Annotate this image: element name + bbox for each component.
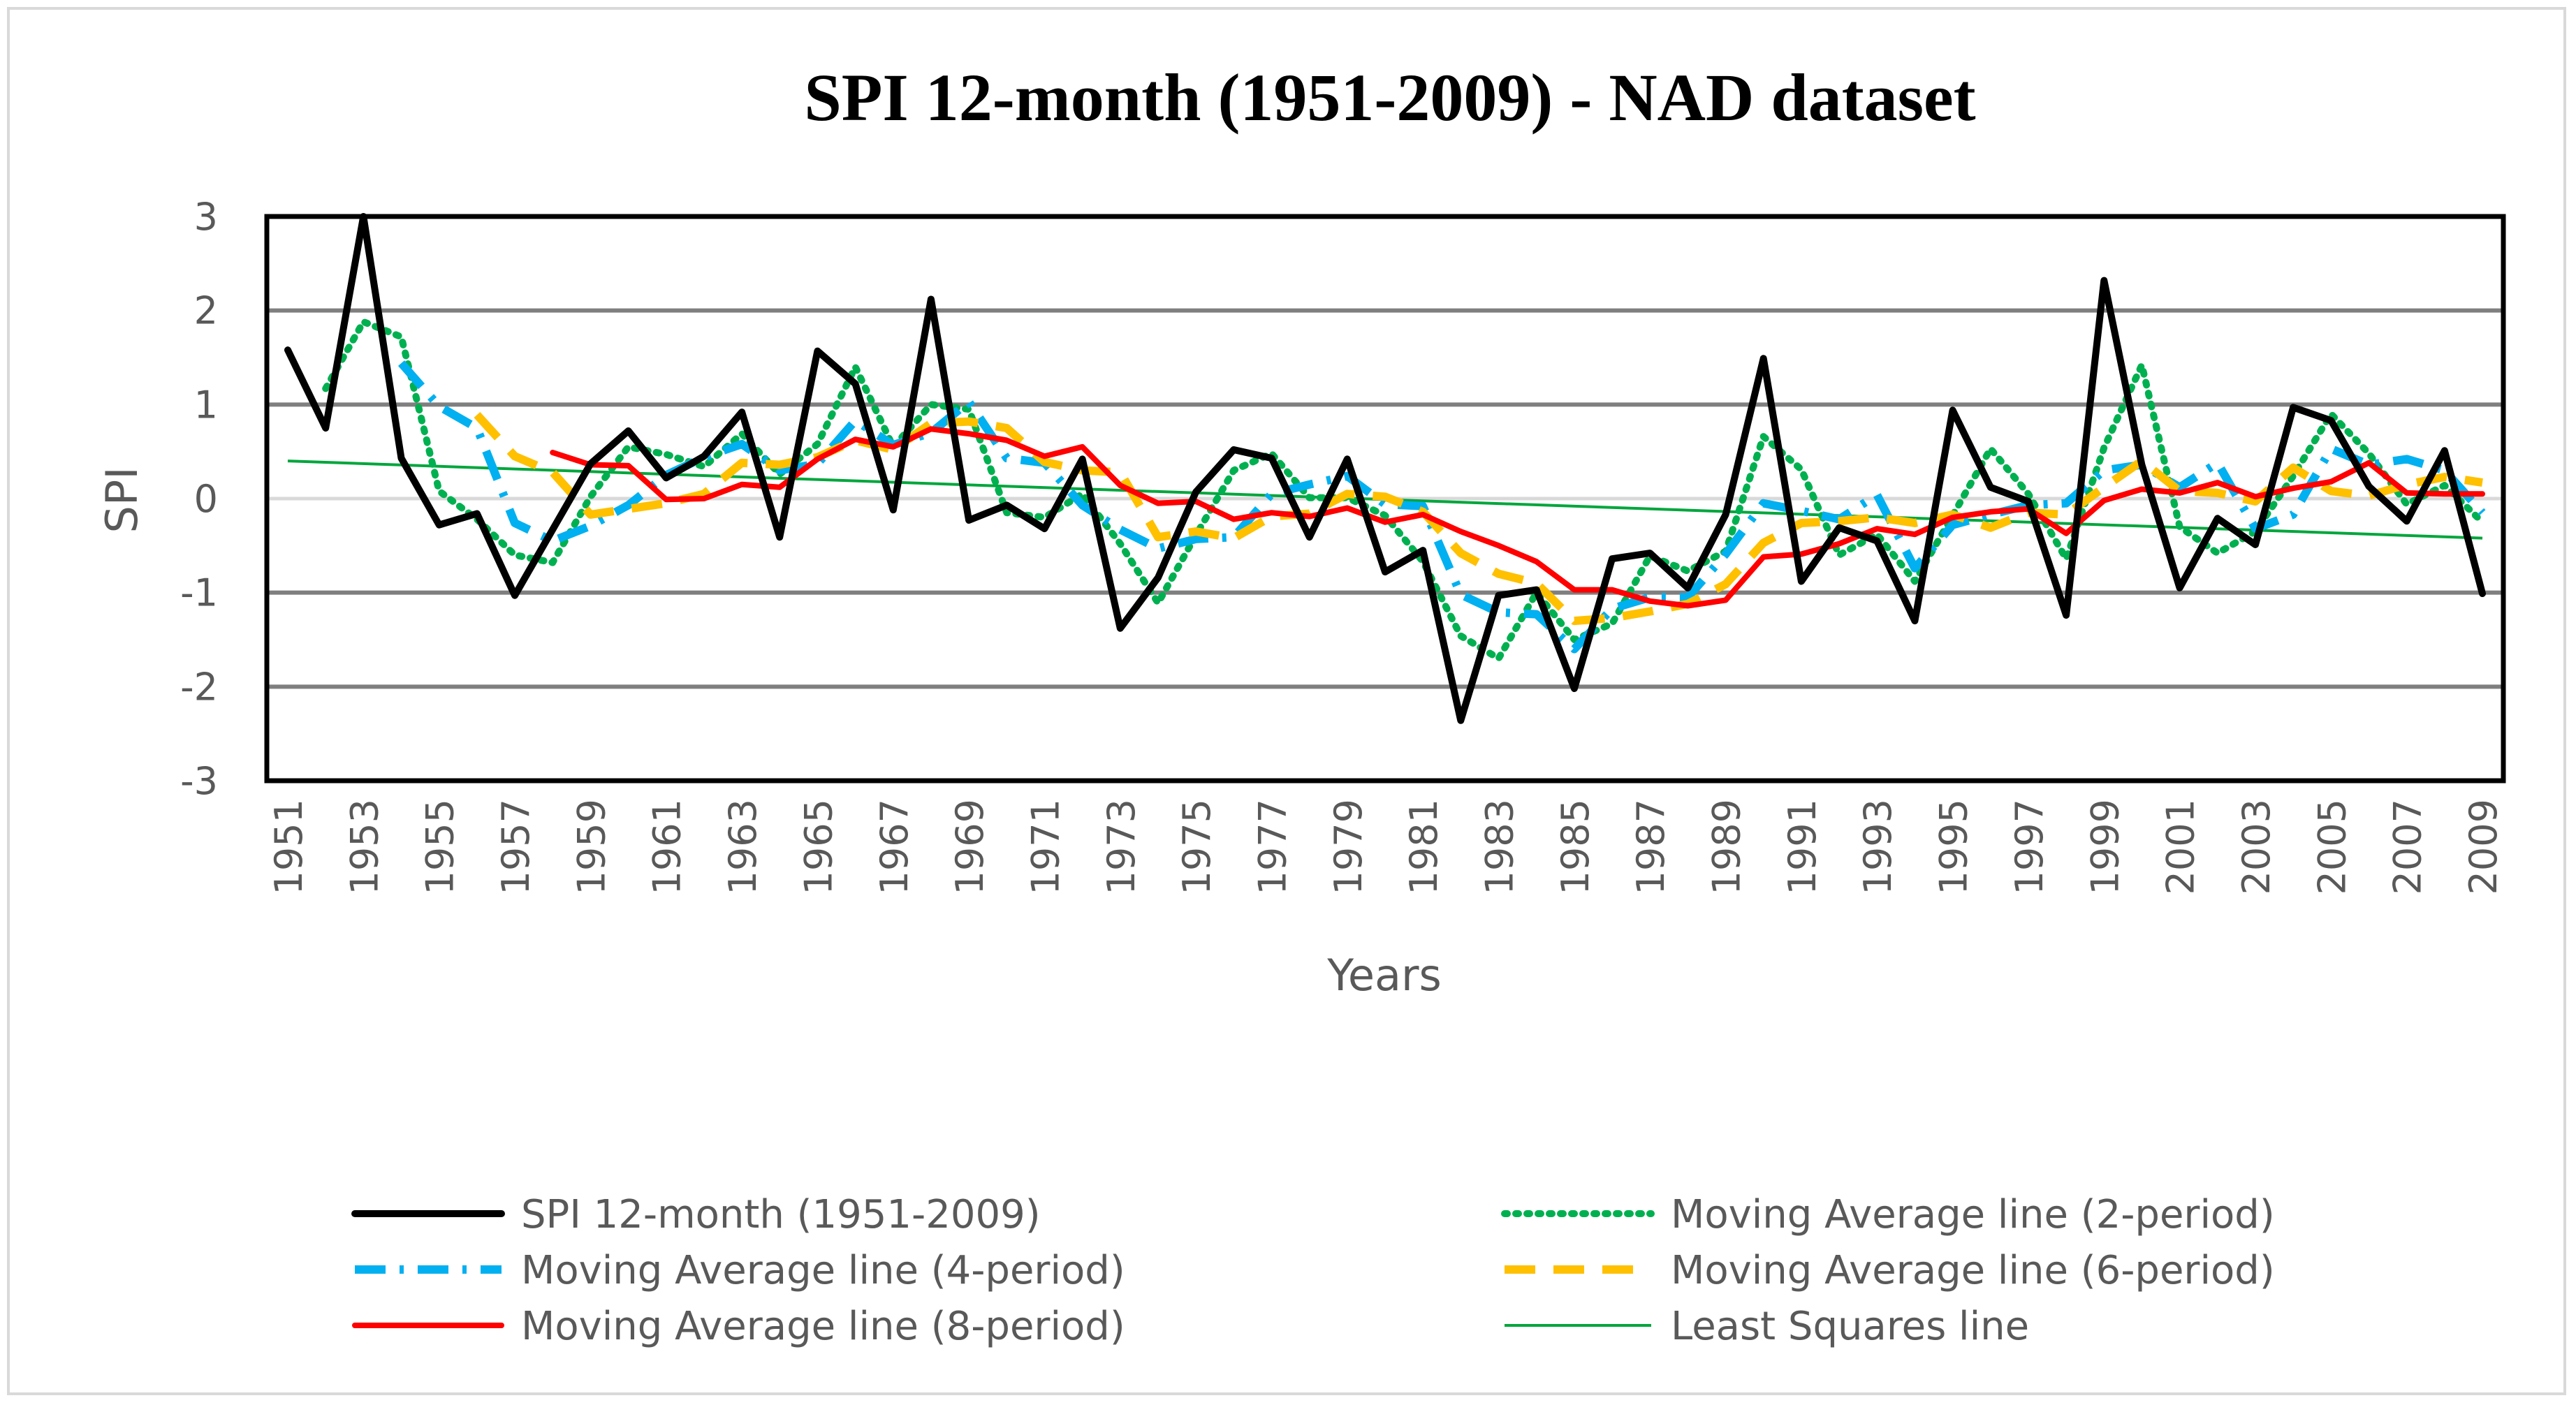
series-line-1 [322, 318, 2486, 662]
x-tick-label: 1989 [1705, 799, 1749, 895]
x-tick-label: 1957 [494, 799, 538, 895]
y-tick-label: -1 [180, 571, 218, 615]
x-tick-label: 1979 [1326, 799, 1370, 895]
x-tick-label: 1969 [948, 799, 992, 895]
y-axis-ticks: 3 2 1 0 -1 -2 -3 [180, 195, 218, 803]
x-tick-label: 1985 [1553, 799, 1597, 895]
legend-label: Moving Average line (8-period) [521, 1304, 1125, 1349]
x-tick-label: 1973 [1099, 799, 1143, 895]
x-tick-label: 1983 [1478, 799, 1522, 895]
legend-label: SPI 12-month (1951-2009) [521, 1192, 1041, 1237]
legend-label: Moving Average line (4-period) [521, 1248, 1125, 1293]
chart-title: SPI 12-month (1951-2009) - NAD dataset [804, 60, 1975, 135]
y-axis-title: SPI [96, 466, 147, 533]
y-tick-label: -2 [180, 665, 218, 709]
legend: SPI 12-month (1951-2009) Moving Average l… [351, 1192, 2275, 1349]
x-tick-label: 1977 [1250, 799, 1294, 895]
x-tick-label: 1991 [1780, 799, 1824, 895]
y-tick-label: 1 [194, 383, 218, 427]
x-tick-label: 1967 [872, 799, 916, 895]
x-axis-title: Years [1326, 950, 1442, 1001]
x-tick-label: 1963 [721, 799, 765, 895]
x-tick-label: 1995 [1932, 799, 1976, 895]
legend-label: Moving Average line (2-period) [1671, 1192, 2275, 1237]
x-tick-label: 1975 [1175, 799, 1219, 895]
x-tick-label: 1999 [2083, 799, 2127, 895]
x-tick-label: 2003 [2234, 799, 2278, 895]
y-tick-label: 3 [194, 195, 218, 239]
x-tick-label: 1953 [342, 799, 386, 895]
x-tick-label: 2001 [2159, 799, 2203, 895]
x-tick-label: 1997 [2007, 799, 2051, 895]
y-tick-label: 2 [194, 289, 218, 333]
x-tick-label: 1955 [418, 799, 462, 895]
x-tick-label: 1993 [1856, 799, 1900, 895]
x-tick-label: 1987 [1629, 799, 1673, 895]
x-tick-label: 2009 [2461, 799, 2505, 895]
x-tick-label: 1965 [796, 799, 840, 895]
legend-label: Least Squares line [1671, 1304, 2029, 1349]
series-line-0 [284, 213, 2486, 724]
series-group [284, 213, 2486, 724]
x-tick-label: 2005 [2310, 799, 2354, 895]
legend-label: Moving Average line (6-period) [1671, 1248, 2275, 1293]
chart-frame [7, 7, 2566, 1395]
x-axis-ticks: 1951 1953 1955 1957 1959 1961 1963 1965 1967 1969… [267, 799, 2505, 895]
x-tick-label: 2007 [2386, 799, 2430, 895]
x-tick-label: 1961 [645, 799, 689, 895]
x-tick-label: 1959 [569, 799, 613, 895]
x-tick-label: 1971 [1023, 799, 1067, 895]
x-tick-label: 1981 [1402, 799, 1446, 895]
x-tick-label: 1951 [267, 799, 311, 895]
y-tick-label: 0 [194, 477, 218, 521]
y-tick-label: -3 [180, 759, 218, 803]
plot-area [264, 214, 2506, 784]
